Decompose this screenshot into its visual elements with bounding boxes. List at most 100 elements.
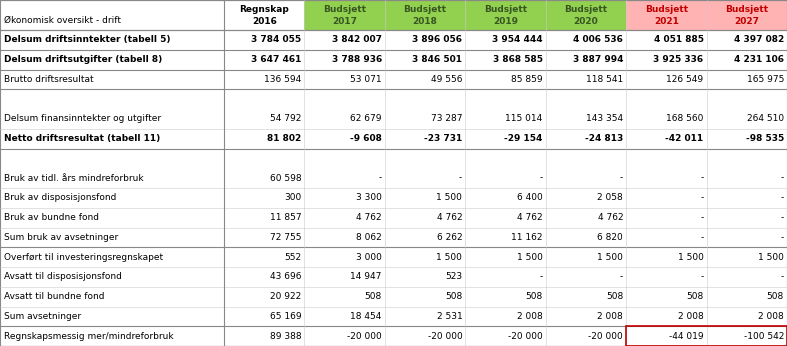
Text: 264 510: 264 510 [747, 115, 784, 124]
Text: 11 162: 11 162 [512, 233, 543, 242]
Text: 168 560: 168 560 [667, 115, 704, 124]
Text: Budsjett: Budsjett [645, 5, 688, 14]
Text: Budsjett: Budsjett [484, 5, 527, 14]
Bar [626, 0, 707, 30]
Text: 11 857: 11 857 [270, 213, 301, 222]
Text: 2 008: 2 008 [597, 312, 623, 321]
Text: -: - [539, 272, 543, 281]
Text: 85 859: 85 859 [511, 75, 543, 84]
Text: 20 922: 20 922 [270, 292, 301, 301]
Text: 2020: 2020 [574, 17, 598, 26]
Text: -: - [379, 174, 382, 183]
Text: 3 647 461: 3 647 461 [251, 55, 301, 64]
Text: 508: 508 [445, 292, 462, 301]
Text: 81 802: 81 802 [267, 134, 301, 143]
Text: -: - [620, 174, 623, 183]
Text: Brutto driftsresultat: Brutto driftsresultat [4, 75, 94, 84]
Text: 508: 508 [526, 292, 543, 301]
Text: -98 535: -98 535 [746, 134, 784, 143]
Text: -20 000: -20 000 [347, 331, 382, 340]
Text: 4 762: 4 762 [357, 213, 382, 222]
Text: -24 813: -24 813 [585, 134, 623, 143]
Text: 4 762: 4 762 [437, 213, 462, 222]
Text: -: - [700, 213, 704, 222]
Text: 3 846 501: 3 846 501 [412, 55, 462, 64]
Text: 2019: 2019 [493, 17, 518, 26]
Text: 118 541: 118 541 [586, 75, 623, 84]
Text: 523: 523 [445, 272, 462, 281]
Text: Netto driftsresultat (tabell 11): Netto driftsresultat (tabell 11) [4, 134, 161, 143]
Text: Budsjett: Budsjett [726, 5, 768, 14]
Text: 72 755: 72 755 [270, 233, 301, 242]
Text: -20 000: -20 000 [427, 331, 462, 340]
Text: 126 549: 126 549 [667, 75, 704, 84]
Text: -: - [620, 272, 623, 281]
Text: Sum avsetninger: Sum avsetninger [4, 312, 81, 321]
Text: 2 008: 2 008 [758, 312, 784, 321]
Text: -9 608: -9 608 [350, 134, 382, 143]
Bar [626, 326, 787, 346]
Text: 2017: 2017 [332, 17, 357, 26]
Text: 65 169: 65 169 [270, 312, 301, 321]
Text: -: - [781, 174, 784, 183]
Text: 8 062: 8 062 [356, 233, 382, 242]
Text: -20 000: -20 000 [589, 331, 623, 340]
Text: 165 975: 165 975 [747, 75, 784, 84]
Text: 143 354: 143 354 [586, 115, 623, 124]
Text: 1 500: 1 500 [437, 253, 462, 262]
Text: 2 058: 2 058 [597, 193, 623, 202]
Text: 4 006 536: 4 006 536 [573, 35, 623, 44]
Text: 3 954 444: 3 954 444 [492, 35, 543, 44]
Text: -: - [700, 193, 704, 202]
Text: 4 231 106: 4 231 106 [734, 55, 784, 64]
Text: -: - [700, 272, 704, 281]
Text: Avsatt til disposisjonsfond: Avsatt til disposisjonsfond [4, 272, 122, 281]
Text: Budsjett: Budsjett [564, 5, 608, 14]
Text: 1 500: 1 500 [597, 253, 623, 262]
Text: -: - [700, 174, 704, 183]
Text: -: - [700, 233, 704, 242]
Text: 3 868 585: 3 868 585 [493, 55, 543, 64]
Text: 60 598: 60 598 [270, 174, 301, 183]
Text: 3 896 056: 3 896 056 [412, 35, 462, 44]
Text: 3 784 055: 3 784 055 [251, 35, 301, 44]
Text: 1 500: 1 500 [517, 253, 543, 262]
Text: 53 071: 53 071 [350, 75, 382, 84]
Text: Økonomisk oversikt - drift: Økonomisk oversikt - drift [4, 16, 121, 25]
Text: 508: 508 [606, 292, 623, 301]
Text: 2 008: 2 008 [678, 312, 704, 321]
Text: -44 019: -44 019 [669, 331, 704, 340]
Text: 1 500: 1 500 [437, 193, 462, 202]
Text: 300: 300 [284, 193, 301, 202]
Bar [305, 0, 385, 30]
Text: 3 788 936: 3 788 936 [331, 55, 382, 64]
Text: 508: 508 [767, 292, 784, 301]
Text: 2 531: 2 531 [437, 312, 462, 321]
Text: Delsum finansinntekter og utgifter: Delsum finansinntekter og utgifter [4, 115, 161, 124]
Text: Budsjett: Budsjett [404, 5, 447, 14]
Text: -: - [781, 213, 784, 222]
Text: Regnskapsmessig mer/mindreforbruk: Regnskapsmessig mer/mindreforbruk [4, 331, 174, 340]
Text: 89 388: 89 388 [270, 331, 301, 340]
Text: 2018: 2018 [412, 17, 438, 26]
Text: -29 154: -29 154 [504, 134, 543, 143]
Text: Regnskap: Regnskap [239, 5, 289, 14]
Text: Overført til investeringsregnskapet: Overført til investeringsregnskapet [4, 253, 163, 262]
Text: 115 014: 115 014 [505, 115, 543, 124]
Text: Delsum driftsinntekter (tabell 5): Delsum driftsinntekter (tabell 5) [4, 35, 171, 44]
Text: Sum bruk av avsetninger: Sum bruk av avsetninger [4, 233, 118, 242]
Text: 3 300: 3 300 [356, 193, 382, 202]
Text: 18 454: 18 454 [350, 312, 382, 321]
Text: -20 000: -20 000 [508, 331, 543, 340]
Text: Bruk av tidl. års mindreforbruk: Bruk av tidl. års mindreforbruk [4, 174, 143, 183]
Text: 6 400: 6 400 [517, 193, 543, 202]
Text: -42 011: -42 011 [666, 134, 704, 143]
Bar [465, 0, 545, 30]
Bar [224, 0, 305, 30]
Text: 136 594: 136 594 [264, 75, 301, 84]
Bar [0, 0, 224, 30]
Text: 2 008: 2 008 [517, 312, 543, 321]
Text: -23 731: -23 731 [424, 134, 462, 143]
Text: -: - [781, 193, 784, 202]
Text: 62 679: 62 679 [350, 115, 382, 124]
